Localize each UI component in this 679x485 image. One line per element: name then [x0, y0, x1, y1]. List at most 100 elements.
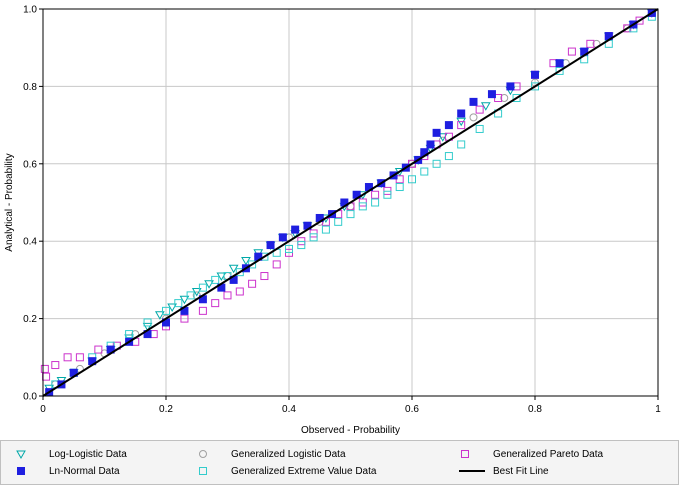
square-filled-icon: [17, 467, 25, 475]
legend-item-generalized-logistic: Generalized Logistic Data: [197, 446, 346, 462]
generalized-extreme-value-data-point: [186, 291, 195, 300]
chart-area: 0 0.2 0.4 0.6 0.8 1 0.0 0.2 0.4 0.6 0.8 1.0 Observe…: [4, 5, 661, 437]
legend-label: Generalized Logistic Data: [231, 448, 346, 460]
legend-label: Generalized Pareto Data: [493, 448, 604, 460]
legend-item-best-fit-line: Best Fit Line: [459, 463, 549, 479]
log-logistic-data-point: [191, 288, 202, 297]
square-open-icon: [461, 450, 469, 458]
ln-normal-data-point: [555, 59, 564, 68]
generalized-pareto-data-point: [63, 353, 72, 362]
ln-normal-data-point: [278, 233, 287, 242]
ln-normal-data-point: [291, 225, 300, 234]
log-logistic-data-point: [228, 264, 239, 274]
generalized-pareto-data-point: [371, 190, 380, 199]
ln-normal-data-point: [426, 140, 435, 149]
generalized-extreme-value-data-point: [211, 275, 220, 284]
square-open-icon: [199, 467, 207, 475]
generalized-pareto-data-point: [586, 39, 595, 48]
generalized-extreme-value-data-point: [457, 140, 466, 149]
generalized-pareto-data-point: [211, 299, 220, 308]
x-tick-label: 0.2: [159, 404, 173, 415]
generalized-pareto-data-point: [198, 306, 207, 315]
square-open-glyph: [199, 467, 207, 475]
generalized-pareto-data-point: [75, 353, 84, 362]
legend-item-generalized-pareto: Generalized Pareto Data: [459, 446, 603, 462]
generalized-extreme-value-data-point: [174, 299, 183, 308]
generalized-pareto-data-point: [260, 272, 269, 281]
square-filled-glyph: [17, 467, 25, 475]
y-tick-label: 1.0: [23, 5, 37, 16]
triangle-open-glyph: [16, 450, 26, 460]
legend-item-log-logistic: Log-Logistic Data: [15, 446, 127, 462]
generalized-pareto-data-point: [94, 345, 103, 354]
y-tick-label: 0.6: [23, 159, 37, 170]
legend: Log-Logistic Data Generalized Logistic D…: [0, 440, 679, 485]
generalized-extreme-value-data-point: [432, 159, 441, 168]
generalized-extreme-value-data-point: [358, 202, 367, 211]
axes: 0 0.2 0.4 0.6 0.8 1 0.0 0.2 0.4 0.6 0.8 1.0: [23, 5, 661, 416]
square-open-glyph: [461, 450, 469, 458]
circle-open-glyph: [199, 450, 207, 458]
generalized-pareto-data-point: [235, 287, 244, 296]
log-logistic-data-point: [179, 295, 190, 305]
log-logistic-data-point: [154, 311, 165, 320]
generalized-extreme-value-data-point: [334, 217, 343, 226]
best-fit-line: [42, 8, 659, 397]
generalized-extreme-value-data-point: [346, 210, 355, 219]
generalized-extreme-value-data-point: [297, 241, 306, 250]
ln-normal-data-point: [457, 109, 466, 118]
triangle-open-icon: [16, 450, 26, 460]
legend-label: Ln-Normal Data: [49, 465, 120, 477]
ln-normal-data-point: [469, 97, 478, 106]
y-tick-label: 0.2: [23, 314, 37, 325]
y-tick-label: 0.8: [23, 82, 37, 93]
generalized-pareto-data-point: [223, 291, 232, 300]
generalized-pareto-data-point: [457, 121, 466, 130]
plot-frame: [42, 8, 659, 397]
generalized-extreme-value-data-point: [444, 152, 453, 161]
legend-label: Generalized Extreme Value Data: [231, 465, 377, 477]
log-logistic-data-point: [167, 303, 178, 312]
generalized-pareto-data-point: [475, 105, 484, 114]
ln-normal-data-point: [266, 241, 275, 250]
generalized-extreme-value-data-point: [395, 183, 404, 192]
ln-normal-data-point: [487, 90, 496, 99]
generalized-logistic-data-point: [469, 113, 478, 122]
generalized-extreme-value-data-point: [475, 124, 484, 133]
y-tick-label: 0.4: [23, 237, 37, 248]
generalized-pareto-data-point: [567, 47, 576, 56]
generalized-extreme-value-data-point: [198, 283, 207, 292]
generalized-logistic-data-point: [500, 94, 509, 103]
x-tick-label: 0.6: [405, 404, 419, 415]
generalized-extreme-value-data-point: [420, 167, 429, 176]
legend-label: Best Fit Line: [493, 465, 549, 477]
generalized-pareto-data-point: [248, 279, 257, 288]
legend-item-generalized-extreme-value: Generalized Extreme Value Data: [197, 463, 376, 479]
line-icon: [459, 470, 485, 472]
ln-normal-data-point: [432, 128, 441, 137]
log-logistic-data-point: [204, 280, 214, 289]
ln-normal-data-point: [444, 121, 453, 130]
circle-open-icon: [199, 450, 207, 458]
ln-normal-data-point: [531, 70, 539, 79]
generalized-extreme-value-data-point: [555, 66, 564, 75]
generalized-pareto-data-point: [272, 260, 281, 269]
generalized-extreme-value-data-point: [143, 318, 152, 327]
generalized-extreme-value-data-point: [512, 94, 521, 103]
y-axis-label: Analytical - Probability: [4, 153, 15, 251]
legend-item-ln-normal: Ln-Normal Data: [15, 463, 120, 479]
x-tick-label: 0.4: [282, 404, 296, 415]
legend-label: Log-Logistic Data: [49, 448, 127, 460]
log-logistic-data-point: [216, 272, 227, 282]
probability-plot: 0 0.2 0.4 0.6 0.8 1 0.0 0.2 0.4 0.6 0.8 1.0 Observe…: [4, 5, 661, 437]
generalized-extreme-value-data-point: [125, 330, 134, 339]
data-marks: [40, 8, 659, 397]
generalized-extreme-value-data-point: [371, 198, 380, 207]
log-logistic-data-point: [142, 322, 153, 332]
log-logistic-data-point: [241, 257, 251, 266]
generalized-extreme-value-data-point: [383, 190, 392, 199]
x-axis-label: Observed - Probability: [301, 425, 400, 436]
generalized-pareto-data-point: [180, 314, 189, 323]
x-tick-label: 0: [40, 404, 46, 415]
generalized-extreme-value-data-point: [309, 233, 318, 242]
